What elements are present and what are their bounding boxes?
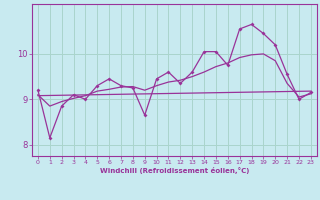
X-axis label: Windchill (Refroidissement éolien,°C): Windchill (Refroidissement éolien,°C) (100, 167, 249, 174)
